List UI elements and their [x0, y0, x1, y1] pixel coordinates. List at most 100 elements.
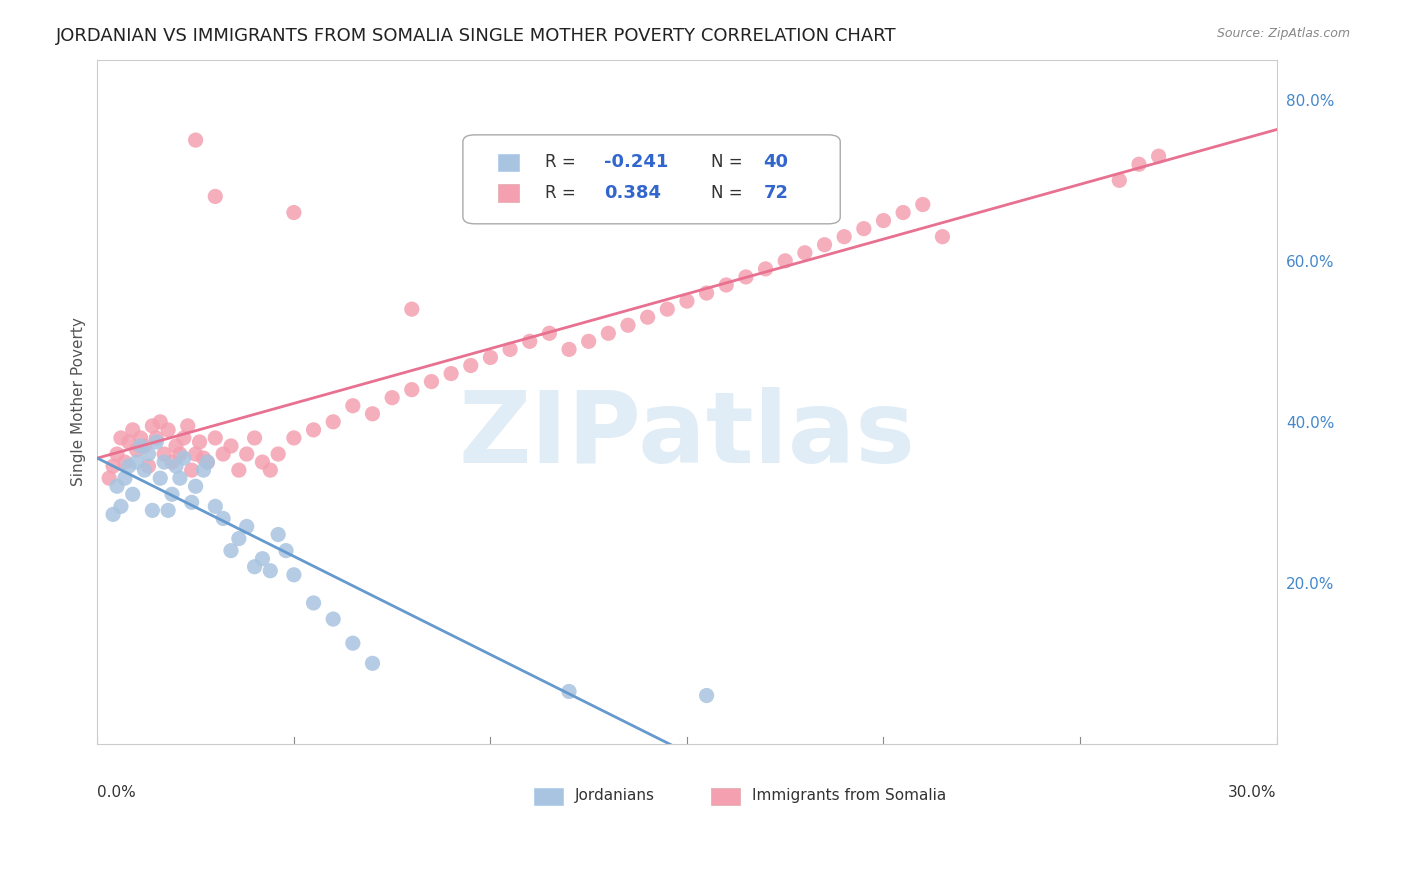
Text: N =: N = [710, 153, 748, 171]
Point [252, 551, 274, 566]
Point [197, 455, 219, 469]
Point [283, 205, 305, 219]
Point [105, 447, 128, 461]
Point [696, 689, 718, 703]
Bar [498, 153, 519, 170]
Point [499, 343, 522, 357]
Point [134, 463, 156, 477]
Point [735, 269, 758, 284]
Point [460, 359, 482, 373]
Point [274, 543, 297, 558]
Point [361, 657, 384, 671]
Point [267, 447, 290, 461]
Point [180, 495, 202, 509]
Point [101, 508, 124, 522]
Point [235, 519, 257, 533]
Bar [534, 789, 564, 805]
Point [283, 431, 305, 445]
Point [212, 447, 235, 461]
Point [267, 527, 290, 541]
Point [228, 532, 250, 546]
Text: 0.384: 0.384 [605, 184, 661, 202]
Point [793, 245, 815, 260]
Bar [498, 185, 519, 202]
Point [302, 423, 325, 437]
Point [173, 431, 195, 445]
Point [177, 418, 200, 433]
Point [138, 447, 160, 461]
Point [578, 334, 600, 349]
Point [121, 487, 143, 501]
Point [832, 229, 855, 244]
Point [141, 503, 163, 517]
Point [145, 431, 167, 445]
Point [184, 479, 207, 493]
Text: R =: R = [546, 184, 582, 202]
Point [193, 451, 215, 466]
Point [322, 415, 344, 429]
Point [138, 459, 160, 474]
Point [219, 543, 242, 558]
Point [754, 261, 776, 276]
Point [243, 431, 266, 445]
Point [259, 564, 281, 578]
Point [538, 326, 561, 341]
Point [243, 559, 266, 574]
Point [184, 447, 207, 461]
Text: 40: 40 [763, 153, 789, 171]
Point [322, 612, 344, 626]
Point [696, 286, 718, 301]
Point [558, 343, 581, 357]
Point [125, 455, 148, 469]
Point [157, 423, 180, 437]
Point [420, 375, 443, 389]
Point [598, 326, 620, 341]
Point [110, 431, 132, 445]
Point [228, 463, 250, 477]
Text: -0.241: -0.241 [605, 153, 669, 171]
Point [173, 451, 195, 466]
Text: Source: ZipAtlas.com: Source: ZipAtlas.com [1216, 27, 1350, 40]
Point [401, 383, 423, 397]
Point [160, 455, 183, 469]
Point [361, 407, 384, 421]
Point [105, 479, 128, 493]
Text: Immigrants from Somalia: Immigrants from Somalia [752, 788, 946, 803]
Text: 72: 72 [763, 184, 789, 202]
Text: N =: N = [710, 184, 748, 202]
Point [676, 294, 699, 309]
Point [259, 463, 281, 477]
Point [188, 434, 211, 449]
Point [153, 455, 176, 469]
Point [891, 205, 914, 219]
Point [149, 471, 172, 485]
Text: Jordanians: Jordanians [575, 788, 655, 803]
Text: ZIPatlas: ZIPatlas [458, 387, 915, 484]
FancyBboxPatch shape [463, 135, 841, 224]
Point [169, 447, 191, 461]
Point [381, 391, 404, 405]
Point [773, 253, 796, 268]
Point [637, 310, 659, 325]
Point [852, 221, 875, 235]
Point [129, 431, 152, 445]
Point [212, 511, 235, 525]
Point [519, 334, 541, 349]
Point [141, 418, 163, 433]
Point [342, 399, 364, 413]
Point [1108, 173, 1130, 187]
Point [134, 439, 156, 453]
Point [129, 439, 152, 453]
Point [479, 351, 502, 365]
Point [114, 455, 136, 469]
Point [184, 133, 207, 147]
Point [931, 229, 953, 244]
Point [1147, 149, 1170, 163]
Point [169, 471, 191, 485]
Point [302, 596, 325, 610]
Text: JORDANIAN VS IMMIGRANTS FROM SOMALIA SINGLE MOTHER POVERTY CORRELATION CHART: JORDANIAN VS IMMIGRANTS FROM SOMALIA SIN… [56, 27, 897, 45]
Point [342, 636, 364, 650]
Point [98, 471, 121, 485]
Point [165, 439, 187, 453]
Point [657, 302, 679, 317]
